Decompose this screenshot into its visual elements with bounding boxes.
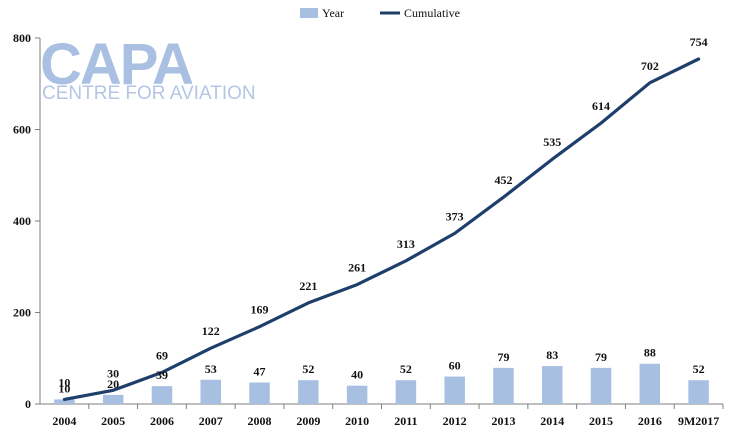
line-value-label: 261 bbox=[348, 261, 366, 275]
y-tick-label: 400 bbox=[13, 214, 31, 228]
cumulative-line bbox=[62, 57, 701, 401]
bar-value-label: 47 bbox=[254, 364, 266, 378]
x-tick-label: 2013 bbox=[491, 414, 515, 428]
bar bbox=[346, 385, 368, 404]
x-tick-label: 2005 bbox=[101, 414, 125, 428]
line-value-label: 30 bbox=[107, 366, 119, 380]
bar bbox=[639, 363, 661, 404]
bar-value-label: 52 bbox=[302, 362, 314, 376]
y-tick-label: 600 bbox=[13, 123, 31, 137]
x-tick-label: 2009 bbox=[296, 414, 320, 428]
x-tick-label: 2014 bbox=[540, 414, 564, 428]
line-value-label: 69 bbox=[156, 348, 168, 362]
bar-value-label: 10 bbox=[58, 381, 70, 395]
legend-swatch-year bbox=[300, 8, 318, 18]
bar bbox=[542, 366, 563, 404]
line-value-label: 373 bbox=[446, 209, 464, 223]
bar-value-label: 83 bbox=[546, 348, 558, 362]
logo-tagline: CENTRE FOR AVIATION bbox=[42, 83, 256, 104]
bar-value-label: 39 bbox=[156, 368, 168, 382]
logo-wordmark: CAPA bbox=[40, 32, 193, 97]
bar bbox=[590, 367, 612, 404]
line-value-label: 122 bbox=[202, 324, 220, 338]
line-value-label: 614 bbox=[592, 99, 610, 113]
bar-series-year bbox=[54, 363, 709, 404]
y-tick-label: 200 bbox=[13, 306, 31, 320]
bar-value-label: 53 bbox=[205, 362, 217, 376]
line-value-label: 10 bbox=[58, 375, 70, 389]
y-tick-label: 0 bbox=[25, 397, 31, 411]
bar-value-label: 52 bbox=[693, 362, 705, 376]
bar bbox=[493, 367, 514, 404]
x-tick-label: 2012 bbox=[443, 414, 467, 428]
bar-value-label: 20 bbox=[107, 377, 119, 391]
x-tick-label: 2011 bbox=[394, 414, 417, 428]
bar bbox=[298, 380, 319, 404]
bar-value-label: 40 bbox=[351, 368, 363, 382]
bar bbox=[200, 379, 221, 404]
line-value-label: 702 bbox=[641, 59, 659, 73]
x-tick-label: 2016 bbox=[638, 414, 662, 428]
x-tick-label: 2015 bbox=[589, 414, 613, 428]
line-series-cumulative bbox=[62, 57, 701, 401]
x-tick-label: 2004 bbox=[52, 414, 76, 428]
x-tick-label: 2010 bbox=[345, 414, 369, 428]
y-tick-label: 800 bbox=[13, 31, 31, 45]
bar-value-label: 79 bbox=[595, 350, 607, 364]
x-tick-label: 2006 bbox=[150, 414, 174, 428]
line-value-label: 535 bbox=[543, 135, 561, 149]
x-tick-label: 2008 bbox=[248, 414, 272, 428]
line-value-label: 221 bbox=[299, 279, 317, 293]
legend: Year Cumulative bbox=[300, 6, 460, 20]
data-labels: 10 20 39 53 47 52 40 52 60 79 83 79 88 52 10 30 69 122 169… bbox=[58, 35, 707, 395]
bar-value-label: 79 bbox=[497, 350, 509, 364]
bar bbox=[688, 380, 709, 404]
bar bbox=[444, 376, 465, 404]
bar bbox=[395, 380, 417, 404]
capa-logo: CAPA CENTRE FOR AVIATION bbox=[40, 32, 256, 104]
line-value-label: 169 bbox=[251, 303, 269, 317]
legend-label-year: Year bbox=[322, 6, 344, 20]
line-value-label: 754 bbox=[690, 35, 708, 49]
x-tick-label: 9M2017 bbox=[678, 414, 719, 428]
bar-value-label: 52 bbox=[400, 362, 412, 376]
bar bbox=[102, 394, 124, 404]
bar bbox=[249, 382, 270, 404]
bar-value-label: 60 bbox=[449, 359, 461, 373]
bar bbox=[151, 386, 173, 404]
bar-value-label: 88 bbox=[644, 346, 656, 360]
x-tick-label: 2007 bbox=[199, 414, 223, 428]
bar bbox=[54, 399, 75, 404]
line-value-label: 313 bbox=[397, 237, 415, 251]
line-value-label: 452 bbox=[494, 173, 512, 187]
legend-label-cumulative: Cumulative bbox=[404, 6, 460, 20]
